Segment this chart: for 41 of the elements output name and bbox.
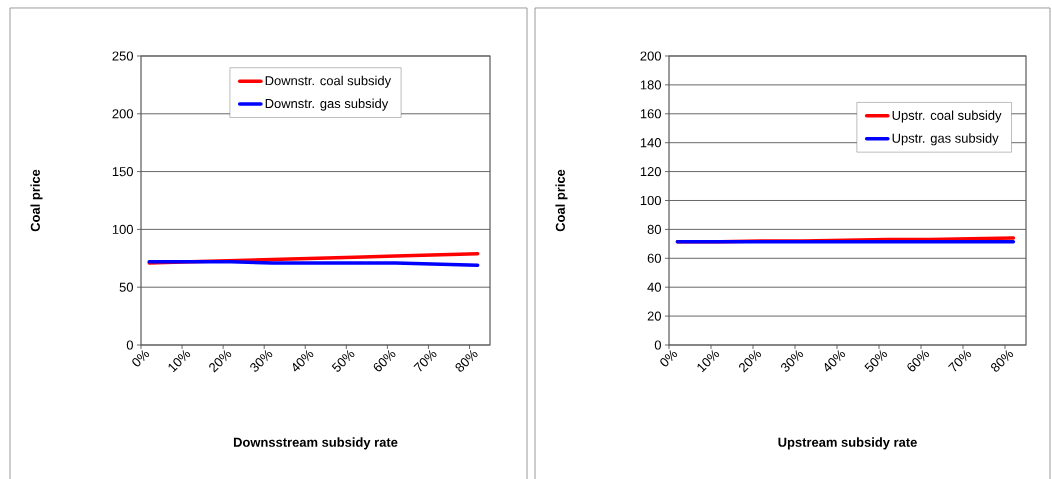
y-tick-label: 140	[640, 138, 661, 148]
y-tick-label: 0	[126, 340, 133, 350]
x-tick-label: 60%	[907, 350, 930, 372]
y-tick-label: 60	[647, 253, 661, 263]
y-tick-label: 100	[112, 224, 133, 234]
legend-label: Downstr. coal subsidy	[265, 75, 392, 88]
x-axis-title: Upstream subsidy rate	[778, 437, 917, 450]
y-tick-label: 150	[112, 167, 133, 177]
x-tick-label: 30%	[781, 350, 804, 372]
y-tick-label: 0	[654, 340, 661, 350]
x-tick-label: 50%	[331, 350, 355, 372]
x-tick-label: 0%	[660, 350, 678, 367]
x-tick-label: 40%	[292, 350, 314, 372]
y-tick-label: 100	[640, 195, 661, 206]
x-tick-label: 80%	[991, 350, 1014, 372]
x-tick-label: 30%	[250, 350, 273, 372]
y-axis-title: Coal price	[30, 169, 43, 232]
x-tick-label: 70%	[948, 350, 972, 372]
y-tick-label: 120	[640, 167, 661, 177]
y-tick-label: 80	[647, 224, 661, 234]
y-tick-label: 200	[112, 109, 133, 119]
x-tick-label: 10%	[168, 350, 191, 373]
legend-label: Upstr. gas subsidy	[892, 133, 999, 146]
x-tick-label: 70%	[413, 350, 437, 372]
x-tick-label: 50%	[864, 350, 888, 372]
y-tick-label: 40	[647, 282, 661, 292]
y-tick-label: 250	[112, 51, 133, 61]
x-tick-label: 0%	[132, 350, 150, 367]
y-tick-label: 180	[640, 80, 661, 90]
y-tick-label: 20	[647, 311, 661, 321]
x-axis-title: Downsstream subsidy rate	[233, 437, 398, 450]
legend-label: Downstr. gas subsidy	[265, 98, 389, 111]
legend-label: Upstr. coal subsidy	[892, 110, 1002, 123]
x-tick-label: 10%	[697, 350, 720, 373]
x-tick-label: 80%	[455, 350, 478, 372]
y-axis-title: Coal price	[555, 169, 568, 232]
y-tick-label: 160	[640, 109, 661, 119]
x-tick-label: 40%	[824, 350, 846, 372]
y-tick-label: 50	[119, 282, 133, 292]
y-tick-label: 200	[640, 51, 661, 61]
x-tick-label: 60%	[373, 350, 396, 372]
